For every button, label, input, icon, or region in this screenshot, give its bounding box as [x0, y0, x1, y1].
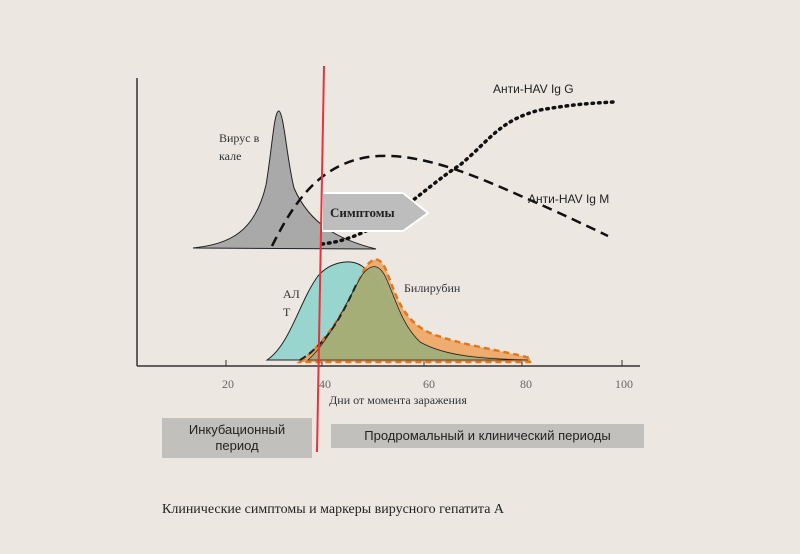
slide-caption: Клинические симптомы и маркеры вирусного…: [162, 502, 505, 517]
prodromal-period-label: Продромальный и клинический периоды: [364, 428, 611, 443]
symptoms-label: Симптомы: [330, 205, 395, 220]
igm-curve: [270, 154, 609, 247]
alt-label: Т: [283, 305, 291, 319]
day-40-marker-line: [316, 65, 325, 453]
x-tick-label: 20: [222, 377, 234, 391]
virus-label: кале: [219, 149, 241, 163]
prodromal-period-box: Продромальный и клинический периоды: [331, 424, 644, 448]
alt-rise-dashed: [299, 284, 357, 361]
bilirubin-label: Билирубин: [404, 281, 461, 295]
virus-label: Вирус в: [219, 131, 260, 145]
igm-label: Анти-HAV Ig M: [528, 192, 609, 206]
incubation-period-label: Инкубационный период: [188, 422, 286, 453]
x-tick-label: 100: [615, 377, 633, 391]
incubation-period-box: Инкубационный период: [162, 418, 312, 458]
x-axis-label: Дни от момента заражения: [329, 393, 467, 407]
x-tick-label: 60: [423, 377, 435, 391]
x-tick-label: 40: [319, 377, 331, 391]
x-tick-label: 80: [520, 377, 532, 391]
igg-label: Анти-HAV Ig G: [493, 82, 574, 96]
alt-label: АЛ: [283, 287, 300, 301]
